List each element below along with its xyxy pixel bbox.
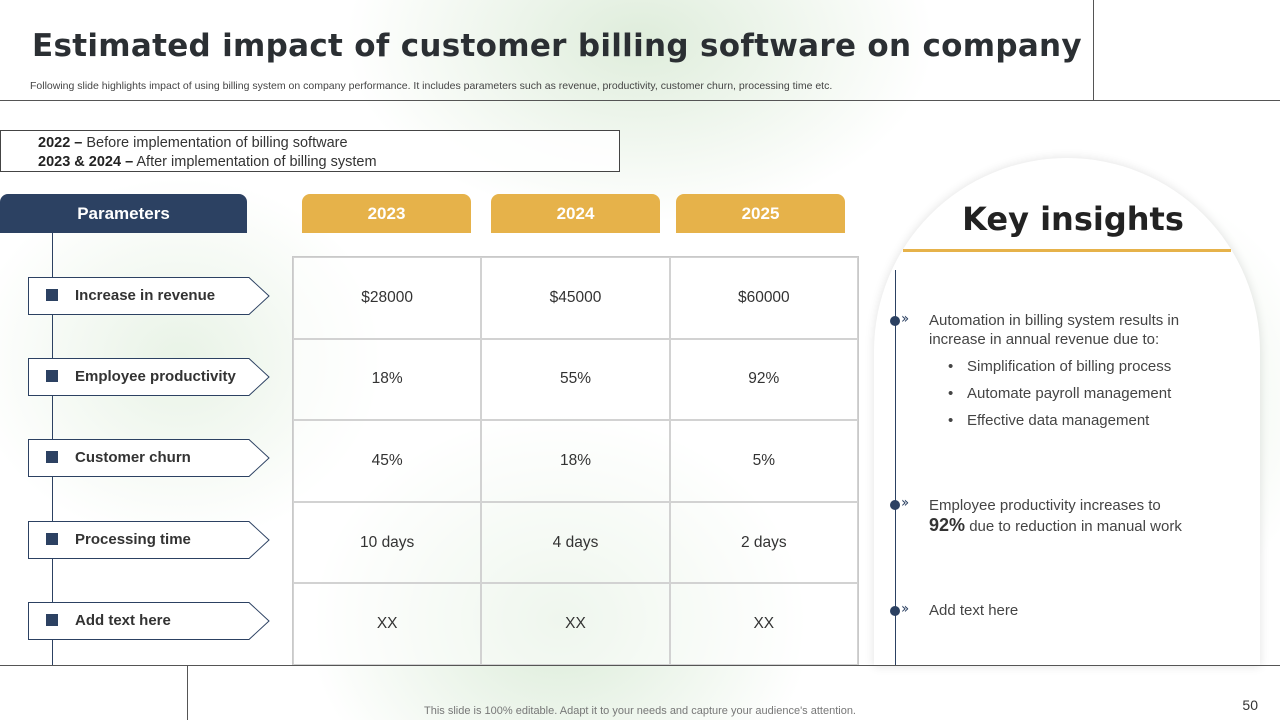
table-cell: $28000: [293, 257, 482, 339]
legend-year-after: 2023 & 2024 –: [38, 154, 134, 170]
year-header-2023: 2023: [302, 194, 471, 233]
table-cell: $45000: [481, 257, 670, 339]
table-cell: XX: [293, 583, 482, 665]
arrow-shape: [28, 602, 270, 640]
footer-note: This slide is 100% editable. Adapt it to…: [424, 705, 856, 717]
table-cell: XX: [669, 583, 858, 665]
year-header-2024: 2024: [491, 194, 660, 233]
parameter-item-revenue: Increase in revenue: [28, 277, 270, 315]
parameter-label: Add text here: [75, 612, 171, 629]
insight-1-sublist: Simplification of billing process Automa…: [948, 353, 1228, 434]
insight-2-tail: due to reduction in manual work: [965, 517, 1182, 535]
square-bullet-icon: [46, 451, 58, 463]
double-chevron-icon: ››: [901, 311, 909, 327]
table-cell: $60000: [669, 257, 858, 339]
legend-line-before: 2022 – Before implementation of billing …: [38, 134, 619, 153]
values-table: $28000 $45000 $60000 18% 55% 92% 45% 18%…: [292, 256, 859, 666]
legend-text-after: After implementation of billing system: [133, 154, 377, 170]
table-cell: 45%: [293, 420, 482, 502]
footer-vertical-divider: [187, 665, 188, 720]
list-item: Simplification of billing process: [948, 353, 1228, 380]
insight-dot-icon: [890, 606, 900, 616]
table-cell: 92%: [669, 338, 858, 421]
header-divider: [0, 100, 1280, 101]
list-item: Effective data management: [948, 407, 1228, 434]
table-cell: 2 days: [669, 501, 858, 584]
parameter-label: Customer churn: [75, 449, 191, 466]
double-chevron-icon: ››: [901, 495, 909, 511]
arrow-shape: [28, 439, 270, 477]
page-number: 50: [1242, 697, 1258, 713]
footer-divider: [0, 665, 1280, 666]
double-chevron-icon: ››: [901, 601, 909, 617]
parameters-header: Parameters: [0, 194, 247, 233]
arrow-shape: [28, 521, 270, 559]
legend-line-after: 2023 & 2024 – After implementation of bi…: [38, 153, 619, 172]
year-legend: 2022 – Before implementation of billing …: [0, 130, 620, 172]
insight-3-text: Add text here: [929, 602, 1019, 619]
square-bullet-icon: [46, 289, 58, 301]
table-cell: 4 days: [481, 501, 670, 584]
square-bullet-icon: [46, 533, 58, 545]
key-insights-underline: [903, 249, 1231, 252]
insight-2-line1: Employee productivity increases to: [929, 497, 1161, 514]
insight-dot-icon: [890, 500, 900, 510]
parameter-label: Employee productivity: [75, 368, 236, 385]
parameter-label: Processing time: [75, 531, 191, 548]
year-header-2025: 2025: [676, 194, 845, 233]
productivity-highlight: 92%: [929, 514, 966, 535]
legend-year-before: 2022 –: [38, 135, 83, 151]
insights-timeline-line: [895, 270, 896, 666]
insight-2-line2: 92% due to reduction in manual work: [929, 514, 1229, 537]
table-cell: 5%: [669, 420, 858, 502]
table-cell: 18%: [293, 338, 482, 421]
legend-text-before: Before implementation of billing softwar…: [82, 135, 348, 151]
insight-2-text: Employee productivity increases to 92% d…: [929, 497, 1229, 536]
arrow-shape: [28, 277, 270, 315]
table-cell: XX: [481, 583, 670, 665]
table-cell: 18%: [481, 420, 670, 502]
table-cell: 55%: [481, 338, 670, 421]
square-bullet-icon: [46, 370, 58, 382]
square-bullet-icon: [46, 614, 58, 626]
key-insights-title: Key insights: [962, 200, 1184, 238]
slide-subtitle: Following slide highlights impact of usi…: [30, 80, 833, 92]
insight-1-text: Automation in billing system results in …: [929, 312, 1180, 348]
parameter-item-processing-time: Processing time: [28, 521, 270, 559]
table-cell: 10 days: [293, 501, 482, 584]
slide-title: Estimated impact of customer billing sof…: [32, 28, 1082, 64]
parameter-item-churn: Customer churn: [28, 439, 270, 477]
header-vertical-divider: [1093, 0, 1094, 100]
parameter-label: Increase in revenue: [75, 287, 216, 304]
arrow-shape: [28, 358, 270, 396]
list-item: Automate payroll management: [948, 380, 1228, 407]
parameter-item-productivity: Employee productivity: [28, 358, 270, 396]
insight-dot-icon: [890, 316, 900, 326]
parameter-item-add-text: Add text here: [28, 602, 270, 640]
